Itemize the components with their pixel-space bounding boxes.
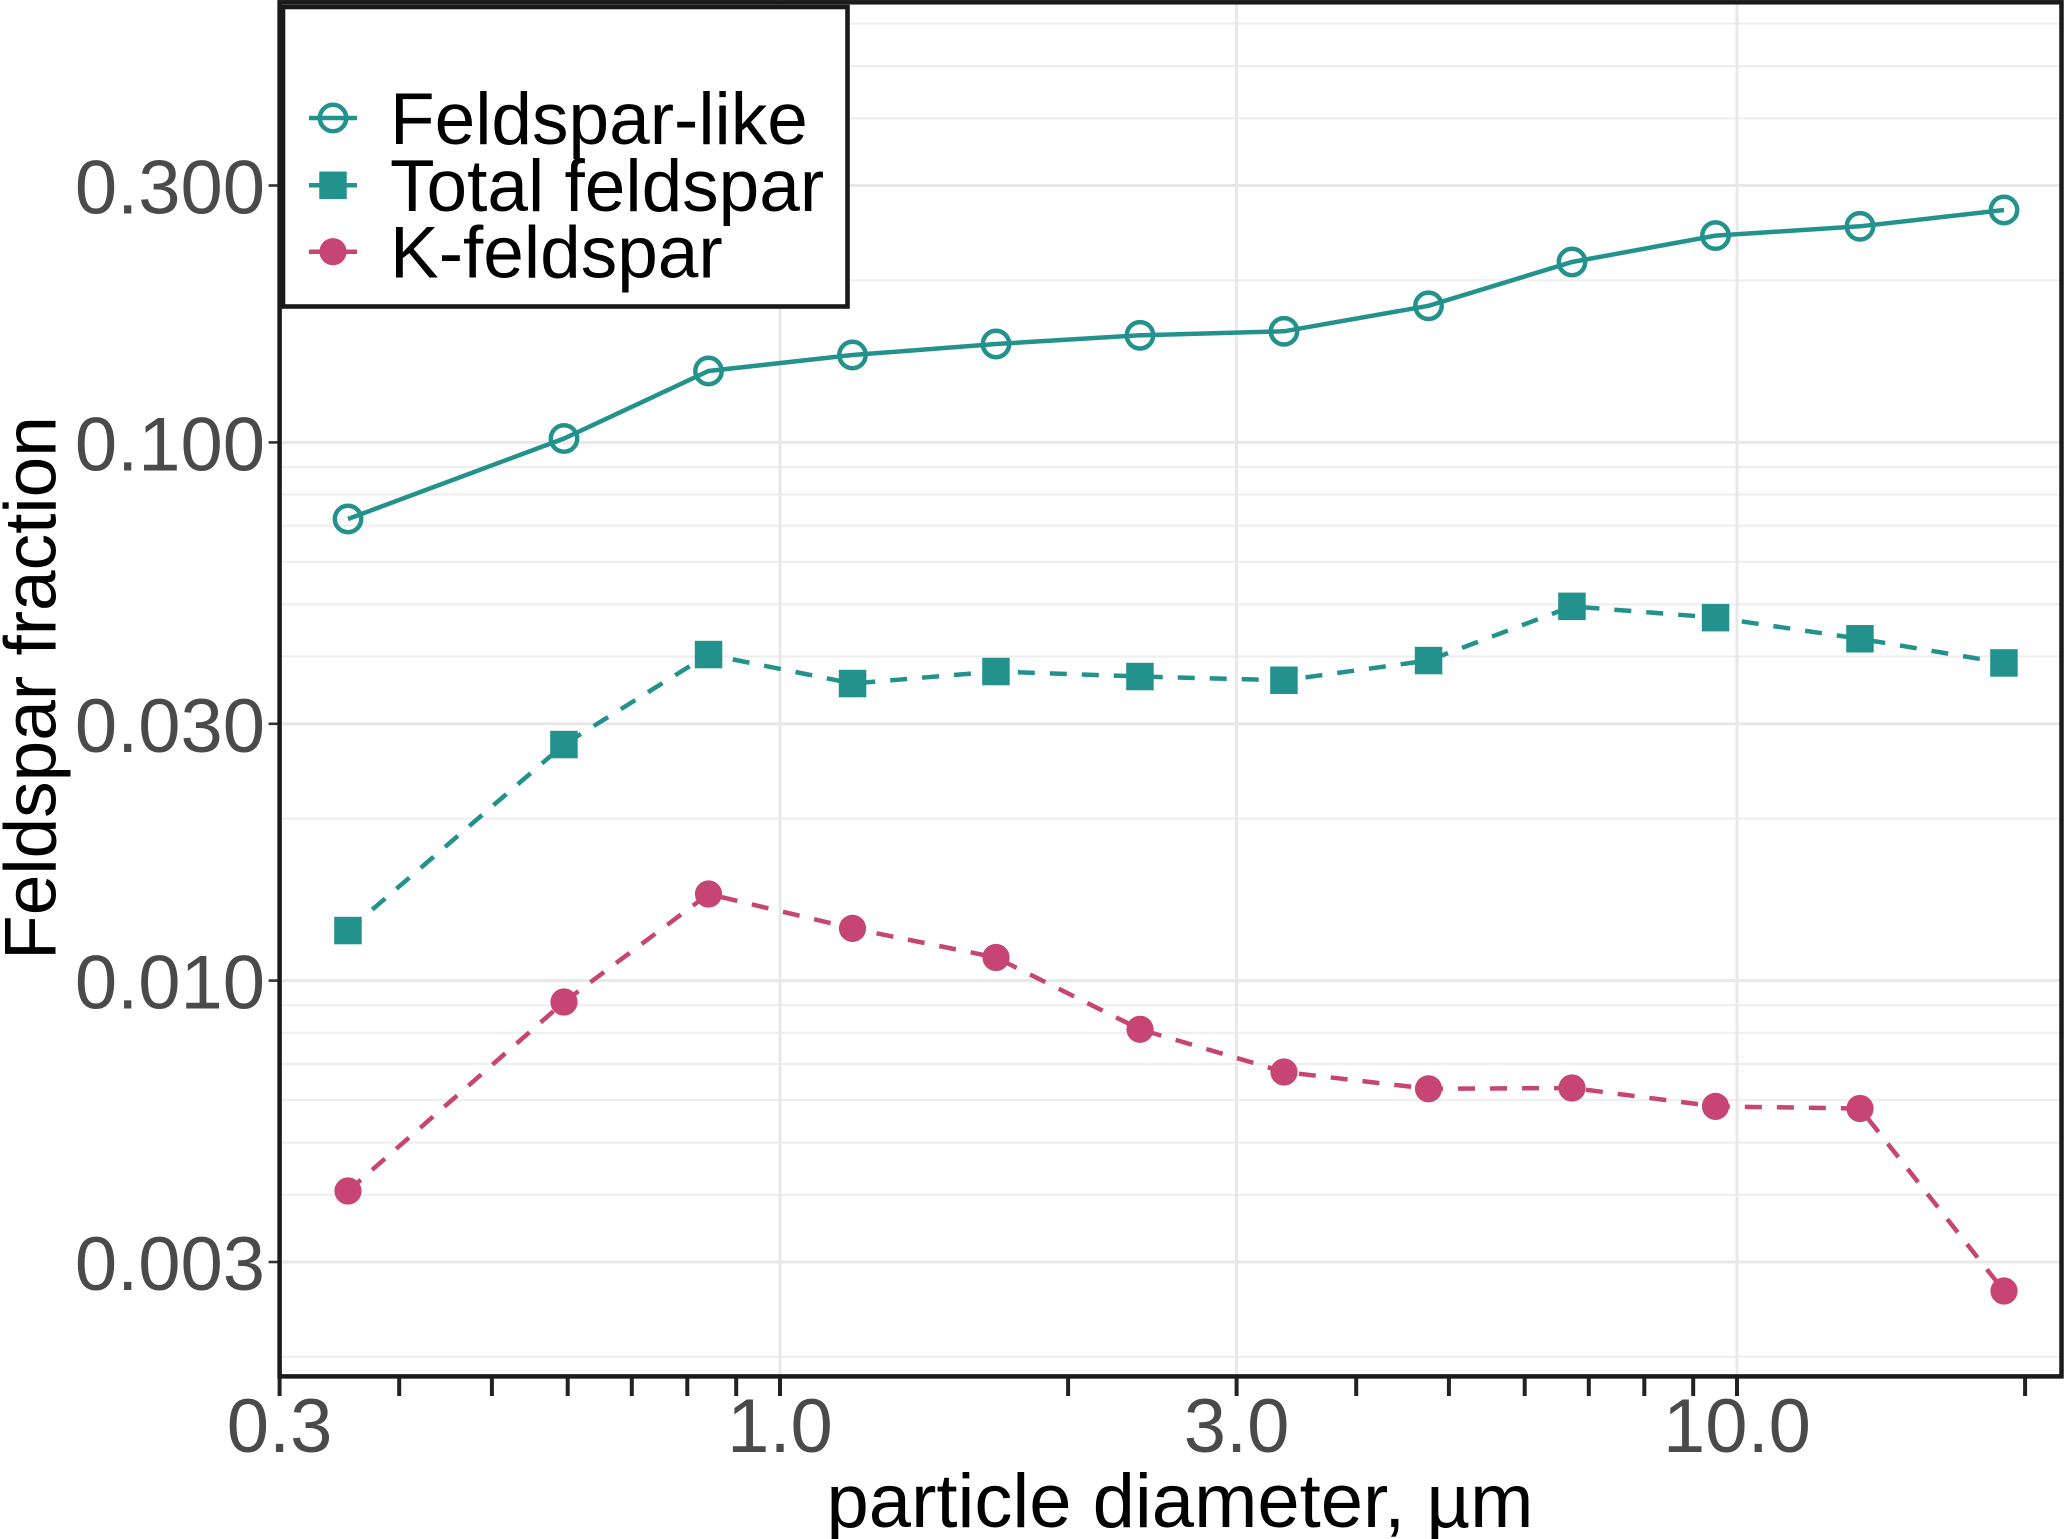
svg-text:Feldspar fraction: Feldspar fraction: [0, 416, 72, 960]
svg-text:0.003: 0.003: [75, 1222, 265, 1307]
svg-text:0.100: 0.100: [75, 402, 265, 487]
svg-text:0.030: 0.030: [75, 684, 265, 769]
svg-text:10.0: 10.0: [1663, 1384, 1811, 1469]
svg-text:0.3: 0.3: [227, 1384, 333, 1469]
svg-text:0.010: 0.010: [75, 941, 265, 1026]
svg-text:K-feldspar: K-feldspar: [390, 213, 723, 294]
svg-text:3.0: 3.0: [1184, 1384, 1290, 1469]
svg-text:particle diameter, µm: particle diameter, µm: [827, 1459, 1534, 1539]
svg-text:Total feldspar: Total feldspar: [390, 146, 824, 227]
svg-text:0.300: 0.300: [75, 146, 265, 231]
svg-text:1.0: 1.0: [727, 1384, 833, 1469]
svg-text:Feldspar-like: Feldspar-like: [390, 79, 808, 160]
